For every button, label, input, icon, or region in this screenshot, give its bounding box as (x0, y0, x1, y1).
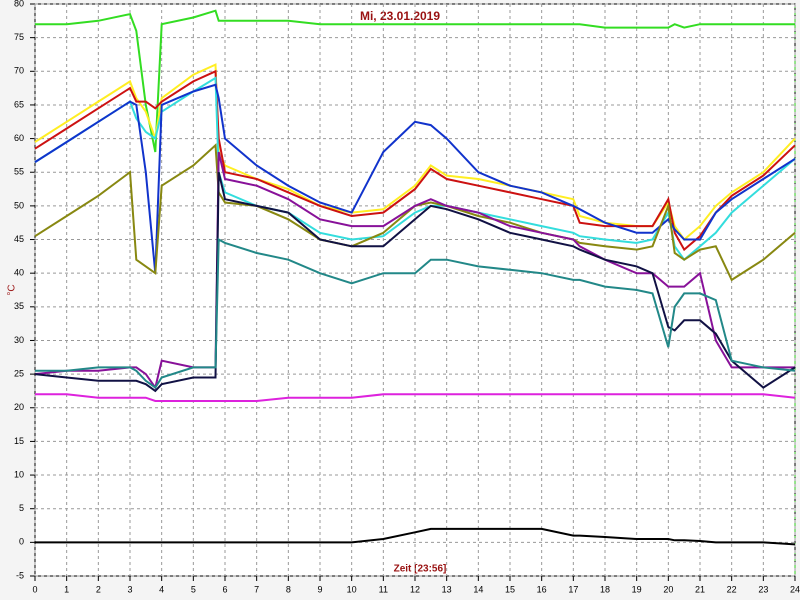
y-tick-label: 45 (14, 234, 24, 244)
x-tick-label: 9 (317, 584, 322, 594)
x-tick-label: 22 (727, 584, 737, 594)
series-line (35, 393, 796, 402)
y-tick-label: 50 (14, 200, 24, 210)
series-line (34, 76, 796, 262)
y-tick-label: 0 (19, 537, 24, 547)
x-tick-label: 5 (191, 584, 196, 594)
x-tick-label: 14 (473, 584, 483, 594)
series-line (34, 69, 796, 252)
series-line (35, 9, 795, 153)
series-line (34, 171, 796, 393)
y-tick-label: 60 (14, 133, 24, 143)
series-line (34, 83, 796, 274)
y-tick-label: 80 (14, 0, 24, 8)
x-tick-label: 2 (96, 584, 101, 594)
x-tick-label: 11 (379, 584, 388, 594)
x-tick-label: 13 (442, 584, 452, 594)
y-tick-label: 40 (14, 268, 24, 278)
x-tick-label: 8 (286, 584, 291, 594)
x-tick-label: 21 (695, 584, 705, 594)
x-tick-label: 3 (127, 584, 132, 594)
x-tick-label: 7 (254, 584, 259, 594)
chart-title: Mi, 23.01.2019 (360, 9, 440, 23)
x-tick-label: 16 (537, 584, 547, 594)
series-line (35, 527, 796, 546)
y-tick-label: 35 (14, 301, 24, 311)
y-tick-label: 20 (14, 402, 24, 412)
x-tick-label: 24 (790, 584, 800, 594)
x-tick-label: 15 (505, 584, 515, 594)
x-tick-label: 4 (159, 584, 164, 594)
y-tick-label: 70 (14, 66, 24, 76)
y-axis-label: °C (7, 284, 18, 295)
y-tick-label: 15 (14, 436, 24, 446)
x-tick-label: 10 (347, 584, 357, 594)
x-axis-label: Zeit [23:56] (394, 564, 447, 575)
x-tick-label: 17 (568, 584, 578, 594)
x-tick-label: 18 (600, 584, 610, 594)
y-tick-label: 5 (19, 503, 24, 513)
x-tick-label: 19 (632, 584, 642, 594)
x-tick-label: 1 (64, 584, 69, 594)
x-tick-label: 0 (32, 584, 37, 594)
series-line (34, 63, 796, 241)
series-line (34, 143, 796, 282)
y-tick-label: 55 (14, 167, 24, 177)
series-line (35, 237, 796, 390)
x-tick-label: 23 (758, 584, 768, 594)
x-tick-label: 20 (663, 584, 673, 594)
y-tick-label: 25 (14, 368, 24, 378)
y-tick-label: 10 (14, 469, 24, 479)
y-tick-label: 65 (14, 99, 24, 109)
y-tick-label: 30 (14, 335, 24, 345)
y-tick-label: 75 (14, 32, 24, 42)
y-tick-label: -5 (16, 570, 24, 580)
x-tick-label: 6 (222, 584, 227, 594)
x-tick-label: 12 (410, 584, 420, 594)
